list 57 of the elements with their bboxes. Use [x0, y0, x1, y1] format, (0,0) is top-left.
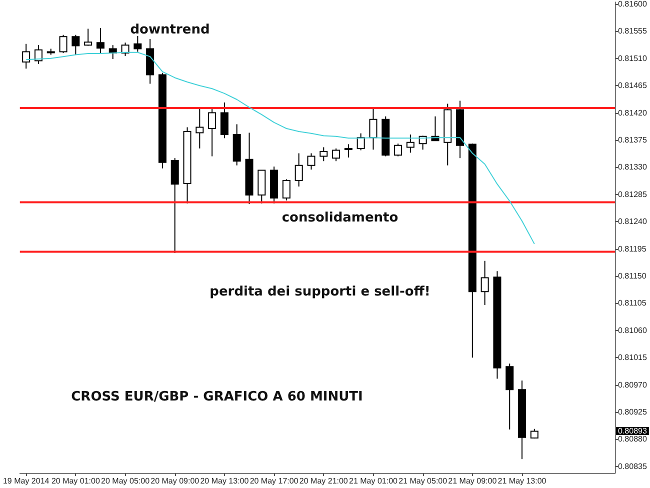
- x-tick-label: 20 May 09:00: [150, 476, 200, 486]
- y-tick-label: 0.81330: [618, 162, 648, 172]
- candlestick: [72, 34, 80, 56]
- candlestick: [356, 132, 365, 151]
- candlestick: [208, 108, 216, 157]
- candlestick: [369, 108, 378, 150]
- y-tick-label: 0.81015: [618, 353, 648, 362]
- candlestick: [220, 102, 228, 139]
- x-tick-label: 21 May 05:00: [398, 476, 448, 486]
- y-tick-label: 0.81285: [618, 190, 648, 199]
- x-tick-label: 21 May 09:00: [448, 476, 498, 486]
- candlestick: [320, 146, 328, 162]
- candlestick: [96, 28, 104, 54]
- annotation: consolidamento: [282, 210, 398, 226]
- x-tick-label: 20 May 17:00: [250, 476, 299, 486]
- x-tick-label: 20 May 05:00: [101, 476, 150, 486]
- annotation: CROSS EUR/GBP - GRAFICO A 60 MINUTI: [71, 390, 363, 404]
- y-tick-label: 0.81150: [618, 271, 647, 280]
- y-tick-label: 0.80880: [618, 434, 648, 444]
- candlestick: [134, 36, 142, 52]
- y-tick-label: 0.81195: [618, 244, 647, 254]
- candlestick: [480, 260, 489, 306]
- candlestick: [506, 363, 514, 430]
- candlestick: [307, 152, 316, 170]
- text: 0.80893: [618, 426, 648, 436]
- candlestick: [332, 148, 340, 162]
- annotation: downtrend: [130, 22, 210, 38]
- x-tick-label: 21 May 13:00: [498, 476, 547, 486]
- y-tick-label: 0.80970: [618, 380, 648, 390]
- y-tick-label: 0.81555: [618, 26, 648, 36]
- y-tick-label: 0.80835: [618, 462, 648, 471]
- y-tick-label: 0.81060: [618, 326, 648, 335]
- candlestick: [34, 44, 42, 64]
- annotation: perdita dei supporti e sell-off!: [210, 284, 430, 300]
- candlestick: [294, 152, 303, 188]
- y-tick-label: 0.80925: [618, 407, 648, 416]
- candlestick: [22, 43, 30, 70]
- y-tick-label: 0.81375: [618, 135, 648, 144]
- y-tick-label: 0.81420: [618, 108, 648, 118]
- candlestick: [59, 34, 68, 54]
- candlestick: [170, 158, 179, 254]
- candlestick: [406, 134, 414, 154]
- x-tick-label: 20 May 13:00: [200, 476, 250, 486]
- candlestick: [394, 143, 402, 157]
- y-tick-label: 0.81465: [618, 81, 648, 90]
- candlestick: [282, 178, 290, 201]
- x-tick-label: 19 May 2014: [2, 476, 50, 486]
- y-tick-label: 0.81510: [618, 54, 648, 63]
- candlestick: [344, 144, 352, 158]
- candlestick: [196, 108, 204, 149]
- x-tick-label: 20 May 21:00: [299, 476, 348, 486]
- y-tick-label: 0.81105: [618, 298, 647, 308]
- y-tick-label: 0.81600: [618, 0, 648, 8]
- candlestick: [84, 28, 92, 46]
- x-tick-label: 21 May 01:00: [348, 476, 398, 486]
- y-tick-label: 0.81240: [618, 217, 648, 226]
- x-tick-label: 20 May 01:00: [51, 476, 100, 486]
